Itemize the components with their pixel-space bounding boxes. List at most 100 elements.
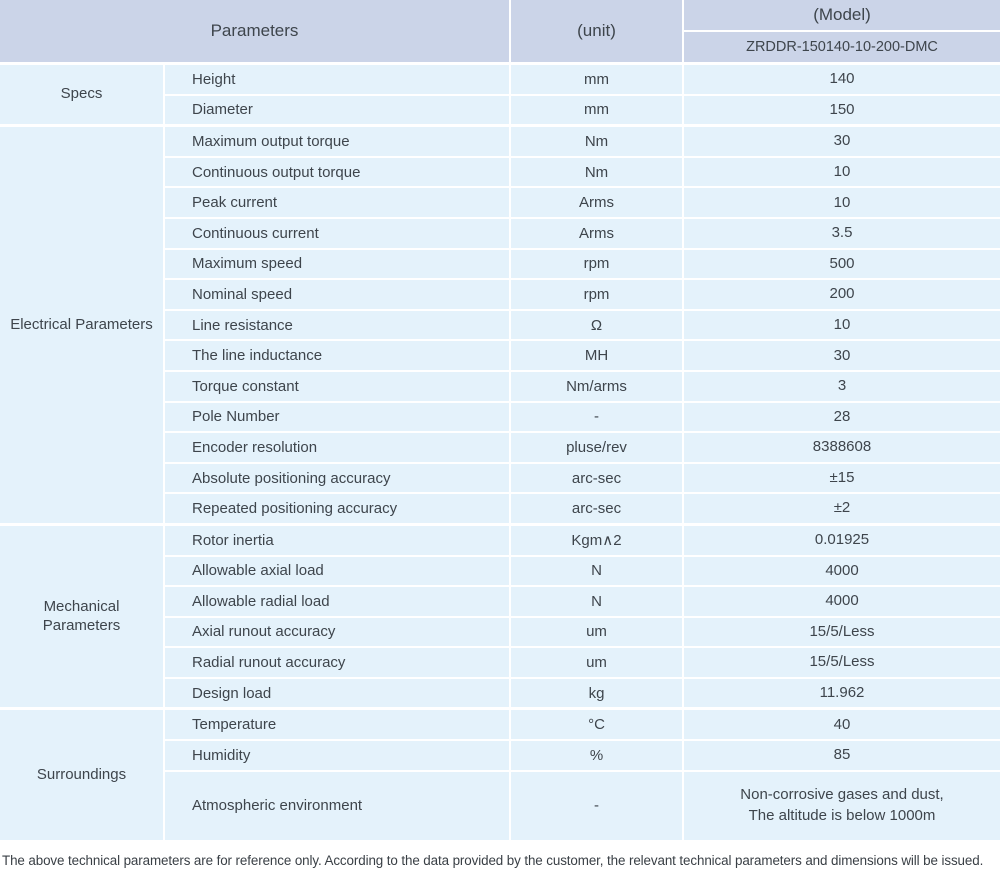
parameter-name-cell: Repeated positioning accuracy (165, 494, 509, 523)
unit-cell: pluse/rev (511, 433, 682, 462)
unit-cell: rpm (511, 280, 682, 309)
parameter-name-cell: Allowable axial load (165, 556, 509, 586)
unit-cell: Ω (511, 310, 682, 340)
unit-cell: - (511, 771, 682, 840)
value-cell: 200 (684, 280, 1000, 309)
table-row: Atmospheric environment - Non-corrosive ga… (165, 771, 1000, 840)
unit-cell: MH (511, 341, 682, 370)
table-row: Allowable radial load N 4000 (165, 587, 1000, 616)
table-row: Axial runout accuracy um 15/5/Less (165, 617, 1000, 647)
value-cell: ±2 (684, 494, 1000, 523)
parameter-name-cell: Torque constant (165, 371, 509, 401)
table-row: Absolute positioning accuracy arc-sec ±15 (165, 463, 1000, 493)
value-cell: 150 (684, 95, 1000, 125)
value-cell: 10 (684, 188, 1000, 217)
value-cell: 40 (684, 710, 1000, 740)
group-rows: Temperature °C 40 Humidity% 85 Atmospheric en… (165, 710, 1000, 840)
parameter-name-cell: Nominal speed (165, 280, 509, 309)
unit-cell: Arms (511, 188, 682, 217)
table-row: Design load kg 11.962 (165, 678, 1000, 708)
unit-cell: Kgm∧2 (511, 525, 682, 555)
value-cell: 500 (684, 249, 1000, 279)
parameter-name-cell: Humidity (165, 741, 509, 770)
unit-cell: N (511, 587, 682, 616)
parameter-name-cell: Peak current (165, 188, 509, 217)
parameter-name-cell: Axial runout accuracy (165, 617, 509, 647)
value-cell: 140 (684, 65, 1000, 94)
value-cell: ±15 (684, 463, 1000, 493)
table-row: Repeated positioning accuracy arc-sec ±2 (165, 494, 1000, 523)
table-row: Temperature °C 40 (165, 710, 1000, 740)
unit-cell: °C (511, 710, 682, 740)
unit-cell: um (511, 648, 682, 677)
parameter-name-cell: Design load (165, 678, 509, 708)
header-parameters: Parameters (0, 0, 509, 62)
table-row: Height mm 140 (165, 65, 1000, 94)
value-cell: Non-corrosive gases and dust, The altitu… (684, 771, 1000, 840)
unit-cell: rpm (511, 249, 682, 279)
parameter-name-cell: Rotor inertia (165, 525, 509, 555)
footer-note: The above technical parameters are for r… (2, 852, 984, 868)
group-label: Mechanical Parameters (0, 525, 163, 708)
value-cell: 30 (684, 341, 1000, 370)
table-row: Rotor inertia Kgm∧2 0.01925 (165, 525, 1000, 555)
value-cell: 3.5 (684, 218, 1000, 248)
table-row: Encoder resolution pluse/rev 8388608 (165, 433, 1000, 462)
value-cell: 10 (684, 310, 1000, 340)
group-rows: Maximum output torque Nm 30 Continuous outp… (165, 127, 1000, 523)
parameter-group: Electrical Parameters Maximum output torq… (0, 127, 1000, 523)
header-model-block: (Model) ZRDDR-150140-10-200-DMC (684, 0, 1000, 62)
table-body: Specs Height mm 140 Diameter mm 150 Electrical … (0, 65, 1000, 840)
value-cell: 15/5/Less (684, 617, 1000, 647)
value-cell: 28 (684, 402, 1000, 432)
parameter-name-cell: Atmospheric environment (165, 771, 509, 840)
table-row: Torque constant Nm/arms 3 (165, 371, 1000, 401)
group-rows: Height mm 140 Diameter mm 150 (165, 65, 1000, 125)
parameter-name-cell: Maximum output torque (165, 127, 509, 156)
table-header: Parameters (unit) (Model) ZRDDR-150140-1… (0, 0, 1000, 62)
table-row: Diameter mm 150 (165, 95, 1000, 125)
table-row: Maximum output torque Nm 30 (165, 127, 1000, 156)
parameter-name-cell: Temperature (165, 710, 509, 740)
parameter-name-cell: Maximum speed (165, 249, 509, 279)
parameter-name-cell: Height (165, 65, 509, 94)
table-row: Maximum speed rpm 500 (165, 249, 1000, 279)
unit-cell: - (511, 402, 682, 432)
value-cell: 11.962 (684, 678, 1000, 708)
unit-cell: Nm/arms (511, 371, 682, 401)
parameter-group: Surroundings Temperature °C 40 Humidity% 85 At… (0, 710, 1000, 840)
unit-cell: Arms (511, 218, 682, 248)
header-model-code: ZRDDR-150140-10-200-DMC (684, 32, 1000, 62)
table-row: Continuous current Arms 3.5 (165, 218, 1000, 248)
table-row: The line inductance MH 30 (165, 341, 1000, 370)
table-row: Peak current Arms 10 (165, 188, 1000, 217)
parameter-name-cell: The line inductance (165, 341, 509, 370)
table-row: Continuous output torque Nm 10 (165, 157, 1000, 187)
unit-cell: mm (511, 95, 682, 125)
value-cell: 10 (684, 157, 1000, 187)
value-cell: 30 (684, 127, 1000, 156)
header-model-label: (Model) (684, 0, 1000, 30)
table-row: Allowable axial load N 4000 (165, 556, 1000, 586)
unit-cell: kg (511, 678, 682, 708)
value-cell: 3 (684, 371, 1000, 401)
value-cell: 0.01925 (684, 525, 1000, 555)
parameter-name-cell: Absolute positioning accuracy (165, 463, 509, 493)
parameter-group: Mechanical Parameters Rotor inertia Kgm∧2 0… (0, 525, 1000, 708)
table-row: Pole Number -28 (165, 402, 1000, 432)
value-cell: 4000 (684, 587, 1000, 616)
unit-cell: Nm (511, 127, 682, 156)
unit-cell: Nm (511, 157, 682, 187)
table-row: Radial runout accuracy um 15/5/Less (165, 648, 1000, 677)
unit-cell: % (511, 741, 682, 770)
group-label: Electrical Parameters (0, 127, 163, 523)
unit-cell: um (511, 617, 682, 647)
parameter-name-cell: Pole Number (165, 402, 509, 432)
parameter-name-cell: Allowable radial load (165, 587, 509, 616)
value-cell: 15/5/Less (684, 648, 1000, 677)
table-row: Nominal speed rpm 200 (165, 280, 1000, 309)
value-cell: 85 (684, 741, 1000, 770)
unit-cell: N (511, 556, 682, 586)
value-cell: 4000 (684, 556, 1000, 586)
